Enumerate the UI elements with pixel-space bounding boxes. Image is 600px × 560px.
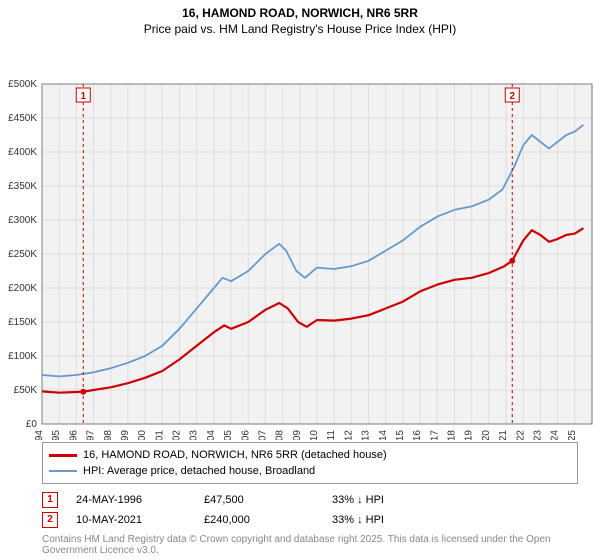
svg-text:2006: 2006 — [240, 429, 251, 439]
svg-text:£350K: £350K — [8, 181, 37, 192]
legend-swatch-2 — [49, 470, 77, 472]
marker-badge-2: 2 — [42, 512, 58, 528]
svg-text:2003: 2003 — [189, 429, 200, 439]
marker-badge-1: 1 — [42, 492, 58, 508]
transaction-price: £240,000 — [204, 514, 314, 526]
svg-text:2: 2 — [509, 91, 515, 102]
svg-text:£250K: £250K — [8, 249, 37, 260]
svg-text:2024: 2024 — [550, 429, 561, 439]
svg-text:2011: 2011 — [326, 429, 337, 439]
svg-text:1995: 1995 — [51, 429, 62, 439]
svg-text:£200K: £200K — [8, 283, 37, 294]
svg-text:2000: 2000 — [137, 429, 148, 439]
svg-text:1996: 1996 — [68, 429, 79, 439]
svg-text:£50K: £50K — [14, 385, 38, 396]
svg-text:£300K: £300K — [8, 215, 37, 226]
legend-swatch-1 — [49, 454, 77, 457]
svg-text:2001: 2001 — [154, 429, 165, 439]
svg-text:2015: 2015 — [395, 429, 406, 439]
svg-text:£0: £0 — [26, 419, 38, 430]
transaction-delta: 33% ↓ HPI — [332, 514, 442, 526]
chart-title: 16, HAMOND ROAD, NORWICH, NR6 5RR — [0, 0, 600, 22]
svg-text:2009: 2009 — [292, 429, 303, 439]
transaction-date: 10-MAY-2021 — [76, 514, 186, 526]
svg-text:2008: 2008 — [275, 429, 286, 439]
svg-text:£150K: £150K — [8, 317, 37, 328]
svg-text:2016: 2016 — [412, 429, 423, 439]
svg-text:2022: 2022 — [515, 429, 526, 439]
svg-text:2010: 2010 — [309, 429, 320, 439]
svg-text:2005: 2005 — [223, 429, 234, 439]
chart-subtitle: Price paid vs. HM Land Registry's House … — [0, 22, 600, 40]
svg-text:2002: 2002 — [172, 429, 183, 439]
legend-row: HPI: Average price, detached house, Broa… — [49, 463, 571, 479]
price-chart: £0 £50K £100K £150K £200K £250K £300K £350K £400… — [0, 40, 600, 440]
chart-container: 16, HAMOND ROAD, NORWICH, NR6 5RR Price … — [0, 0, 600, 560]
transaction-row: 2 10-MAY-2021 £240,000 33% ↓ HPI — [42, 510, 578, 530]
transaction-list: 1 24-MAY-1996 £47,500 33% ↓ HPI 2 10-MAY… — [42, 490, 578, 530]
transaction-price: £47,500 — [204, 494, 314, 506]
svg-text:2012: 2012 — [343, 429, 354, 439]
copyright-footnote: Contains HM Land Registry data © Crown c… — [42, 534, 578, 556]
svg-text:1994: 1994 — [34, 429, 45, 439]
svg-text:1997: 1997 — [86, 429, 97, 439]
svg-text:2019: 2019 — [464, 429, 475, 439]
svg-text:2018: 2018 — [447, 429, 458, 439]
svg-text:2004: 2004 — [206, 429, 217, 439]
transaction-delta: 33% ↓ HPI — [332, 494, 442, 506]
legend: 16, HAMOND ROAD, NORWICH, NR6 5RR (detac… — [42, 442, 578, 556]
svg-text:2023: 2023 — [532, 429, 543, 439]
svg-text:£450K: £450K — [8, 113, 37, 124]
svg-text:1999: 1999 — [120, 429, 131, 439]
svg-text:2007: 2007 — [257, 429, 268, 439]
svg-text:2014: 2014 — [378, 429, 389, 439]
transaction-row: 1 24-MAY-1996 £47,500 33% ↓ HPI — [42, 490, 578, 510]
transaction-date: 24-MAY-1996 — [76, 494, 186, 506]
series-legend: 16, HAMOND ROAD, NORWICH, NR6 5RR (detac… — [42, 442, 578, 484]
legend-label-1: 16, HAMOND ROAD, NORWICH, NR6 5RR (detac… — [83, 449, 387, 461]
svg-text:£100K: £100K — [8, 351, 37, 362]
svg-text:2025: 2025 — [567, 429, 578, 439]
svg-text:£400K: £400K — [8, 147, 37, 158]
svg-text:1998: 1998 — [103, 429, 114, 439]
svg-text:2020: 2020 — [481, 429, 492, 439]
svg-text:2017: 2017 — [429, 429, 440, 439]
svg-text:£500K: £500K — [8, 79, 37, 90]
svg-text:2021: 2021 — [498, 429, 509, 439]
svg-text:2013: 2013 — [361, 429, 372, 439]
svg-text:1: 1 — [80, 91, 86, 102]
legend-row: 16, HAMOND ROAD, NORWICH, NR6 5RR (detac… — [49, 447, 571, 463]
legend-label-2: HPI: Average price, detached house, Broa… — [83, 465, 315, 477]
